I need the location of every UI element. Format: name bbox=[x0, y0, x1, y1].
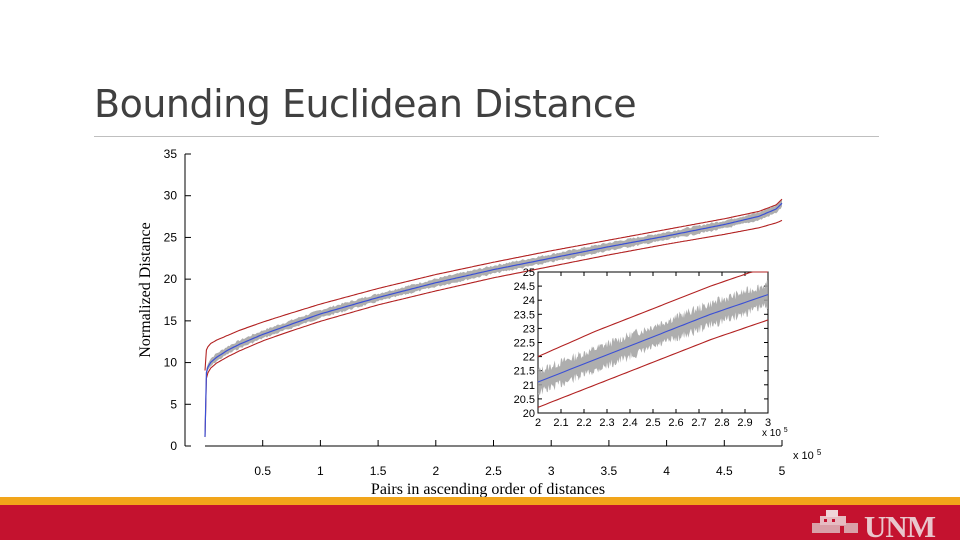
x-multiplier-base: x 10 bbox=[793, 450, 814, 462]
x-tick-label: 1 bbox=[317, 464, 324, 478]
y-tick-label: 25 bbox=[164, 230, 178, 244]
y-tick-label: 15 bbox=[164, 314, 178, 328]
x-tick-label: 4 bbox=[663, 464, 670, 478]
inset-x-tick-label: 2.2 bbox=[576, 417, 591, 429]
inset-plot-area bbox=[537, 271, 769, 408]
inset-x-tick-label: 2.5 bbox=[645, 417, 660, 429]
inset-y-tick-label: 20 bbox=[523, 408, 535, 420]
x-multiplier-exponent: 5 bbox=[817, 448, 822, 457]
x-tick-label: 3 bbox=[548, 464, 555, 478]
inset-x-tick-label: 2.8 bbox=[714, 417, 729, 429]
inset-y-tick-label: 21.5 bbox=[514, 366, 535, 378]
inset-estimate-line bbox=[537, 294, 769, 383]
x-axis-label: Pairs in ascending order of distances bbox=[371, 481, 605, 498]
y-tick-label: 35 bbox=[164, 147, 178, 161]
inset-upper-bound-line bbox=[537, 271, 768, 358]
x-tick-label: 4.5 bbox=[716, 464, 733, 478]
inset-y-tick-label: 20.5 bbox=[514, 394, 535, 406]
inset-y-tick-label: 22.5 bbox=[514, 338, 535, 350]
inset-multiplier-exponent: 5 bbox=[784, 427, 788, 434]
slide-title: Bounding Euclidean Distance bbox=[94, 82, 637, 126]
x-tick-label: 2 bbox=[432, 464, 439, 478]
x-tick-label: 2.5 bbox=[485, 464, 502, 478]
y-tick-label: 5 bbox=[170, 397, 177, 411]
inset-y-tick-label: 23 bbox=[523, 323, 535, 335]
unm-logo: UNM bbox=[806, 505, 956, 544]
main-plot-area bbox=[204, 198, 783, 441]
inset-x-tick-label: 2.1 bbox=[553, 417, 568, 429]
inset-x-tick-label: 2.3 bbox=[599, 417, 614, 429]
y-tick-label: 0 bbox=[170, 439, 177, 453]
inset-y-tick-label: 21 bbox=[523, 380, 535, 392]
inset-x-tick-label: 2.9 bbox=[737, 417, 752, 429]
x-tick-label: 1.5 bbox=[370, 464, 387, 478]
inset-y-tick-label: 22 bbox=[523, 352, 535, 364]
x-axis-multiplier: x 10 5 bbox=[793, 448, 822, 462]
x-tick-label: 5 bbox=[779, 464, 786, 478]
pueblo-building-icon bbox=[812, 510, 858, 533]
inset-y-tick-label: 23.5 bbox=[514, 309, 535, 321]
estimate-line bbox=[204, 202, 783, 437]
logo-text: UNM bbox=[864, 509, 936, 544]
x-tick-label: 0.5 bbox=[254, 464, 271, 478]
y-axis-label: Normalized Distance bbox=[137, 222, 154, 358]
inset-noise-band bbox=[538, 279, 768, 396]
lower-bound-line bbox=[204, 219, 783, 437]
y-tick-label: 30 bbox=[164, 189, 178, 203]
inset-multiplier-base: x 10 bbox=[762, 428, 781, 439]
inset-y-tick-label: 24 bbox=[523, 295, 535, 307]
inset-y-tick-label: 24.5 bbox=[514, 281, 535, 293]
inset-x-tick-label: 3 bbox=[765, 417, 771, 429]
title-divider bbox=[94, 136, 879, 137]
inset-lower-bound-line bbox=[537, 319, 769, 408]
inset-x-multiplier: x 10 5 bbox=[762, 427, 788, 439]
inset-x-tick-label: 2.7 bbox=[691, 417, 706, 429]
inset-x-tick-label: 2.4 bbox=[622, 417, 637, 429]
y-tick-label: 20 bbox=[164, 272, 178, 286]
upper-bound-line bbox=[204, 198, 783, 371]
y-tick-label: 10 bbox=[164, 356, 178, 370]
inset-y-tick-label: 25 bbox=[523, 267, 535, 279]
x-tick-label: 3.5 bbox=[601, 464, 618, 478]
inset-x-tick-label: 2.6 bbox=[668, 417, 683, 429]
inset-x-tick-label: 2 bbox=[535, 417, 541, 429]
footer-bar bbox=[0, 497, 960, 540]
